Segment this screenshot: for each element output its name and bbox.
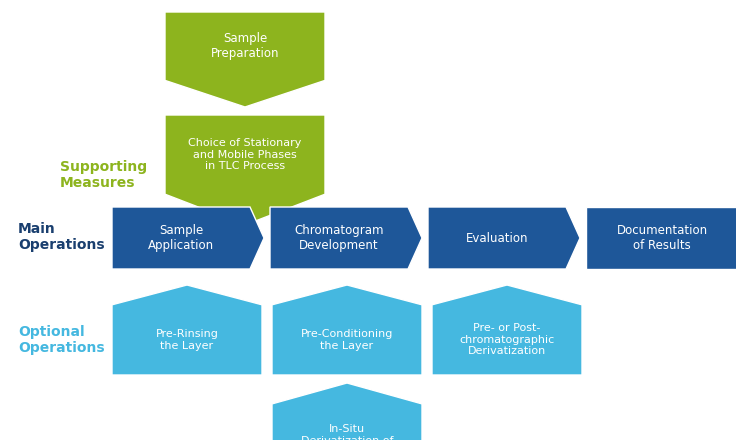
Polygon shape <box>272 383 422 440</box>
Text: Documentation
of Results: Documentation of Results <box>617 224 707 252</box>
Polygon shape <box>272 285 422 375</box>
Text: Pre-Conditioning
the Layer: Pre-Conditioning the Layer <box>301 329 393 351</box>
Polygon shape <box>586 207 736 269</box>
Text: Optional
Operations: Optional Operations <box>18 325 105 355</box>
Text: Pre- or Post-
chromatographic
Derivatization: Pre- or Post- chromatographic Derivatiza… <box>459 323 555 356</box>
Text: Main
Operations: Main Operations <box>18 222 105 252</box>
Text: Pre-Rinsing
the Layer: Pre-Rinsing the Layer <box>155 329 219 351</box>
Polygon shape <box>270 207 422 269</box>
Text: Evaluation: Evaluation <box>466 231 528 245</box>
Polygon shape <box>112 207 264 269</box>
Text: Chromatogram
Development: Chromatogram Development <box>294 224 383 252</box>
Text: In-Situ
Derivatization of
Applied Samples: In-Situ Derivatization of Applied Sample… <box>300 424 394 440</box>
Polygon shape <box>112 285 262 375</box>
Text: Choice of Stationary
and Mobile Phases
in TLC Process: Choice of Stationary and Mobile Phases i… <box>188 138 302 171</box>
Text: Supporting
Measures: Supporting Measures <box>60 160 147 190</box>
Text: Sample
Application: Sample Application <box>148 224 214 252</box>
Polygon shape <box>165 115 325 225</box>
Polygon shape <box>432 285 582 375</box>
Polygon shape <box>165 12 325 107</box>
Text: Sample
Preparation: Sample Preparation <box>210 32 279 60</box>
Polygon shape <box>428 207 580 269</box>
